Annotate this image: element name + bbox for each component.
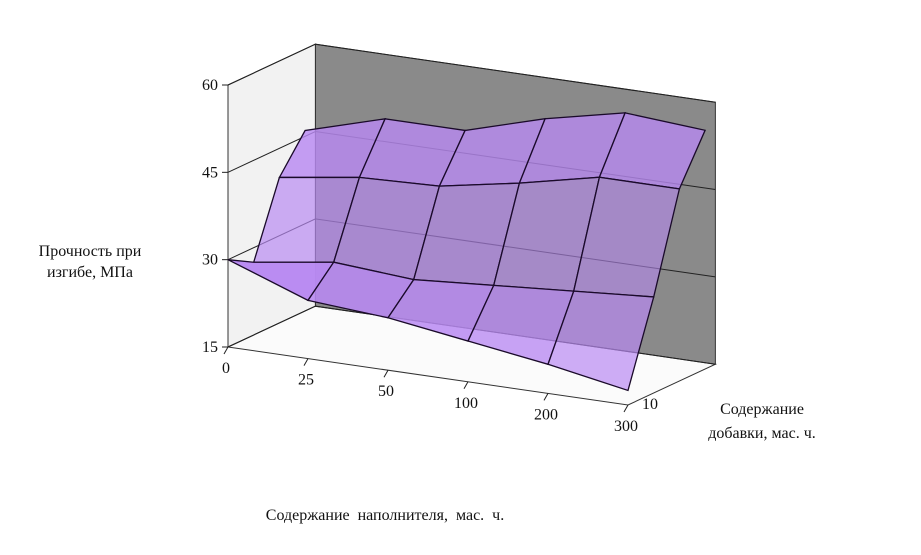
x-tick <box>223 346 229 355</box>
x-tick <box>383 369 389 378</box>
x-tick-label: 100 <box>454 395 478 412</box>
y-tick-label: 30 <box>202 252 218 269</box>
x-tick <box>623 404 629 413</box>
x-tick-label: 50 <box>378 383 394 400</box>
z-axis-title: добавки, мас. ч. <box>708 425 816 442</box>
x-tick-label: 25 <box>298 372 314 389</box>
x-tick-label: 0 <box>222 360 230 377</box>
x-tick <box>463 381 469 390</box>
y-tick-label: 15 <box>202 339 218 356</box>
z-axis-title: Содержание <box>720 401 804 418</box>
y-tick-label: 45 <box>202 164 218 181</box>
x-tick <box>303 358 309 366</box>
y-tick-label: 60 <box>202 77 218 94</box>
x-tick <box>543 393 549 401</box>
x-tick-label: 300 <box>614 418 638 435</box>
z-tick-label: 10 <box>642 396 658 413</box>
y-axis-title: изгибе, МПа <box>47 264 133 281</box>
x-axis-title: Содержание наполнителя, мас. ч. <box>266 507 504 524</box>
y-axis-title: Прочность при <box>39 243 142 260</box>
x-tick-label: 200 <box>534 406 558 423</box>
surface-cell <box>547 290 655 392</box>
grid-line <box>227 43 716 103</box>
